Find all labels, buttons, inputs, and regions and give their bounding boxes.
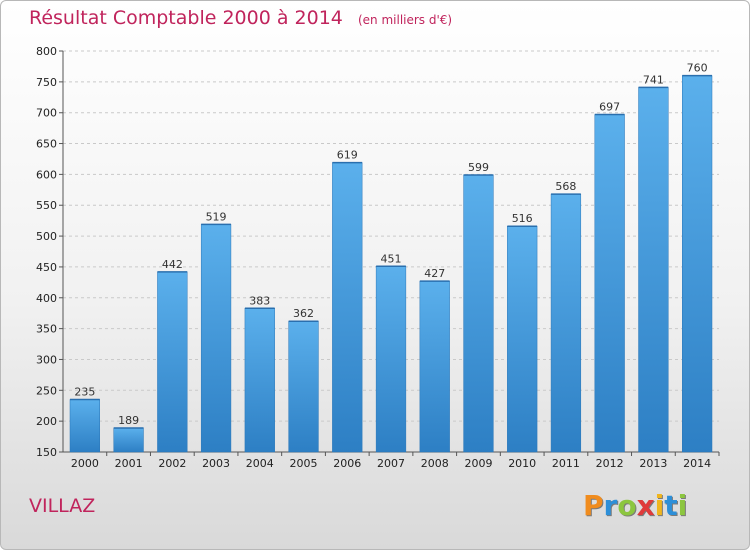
data-label-2009: 599 xyxy=(468,161,489,174)
chart-subtitle: (en milliers d'€) xyxy=(357,13,453,27)
x-tick-label-2003: 2003 xyxy=(202,457,230,470)
bar-2014 xyxy=(682,75,713,453)
y-tick-label: 700 xyxy=(36,107,57,120)
x-tick-label-2014: 2014 xyxy=(683,457,711,470)
bar-2002 xyxy=(157,271,188,453)
bar-2005 xyxy=(288,320,319,453)
y-tick-label: 550 xyxy=(36,199,57,212)
data-label-2001: 189 xyxy=(118,414,139,427)
title-row: Résultat Comptable 2000 à 2014 (en milli… xyxy=(29,7,452,29)
x-tick-label-2000: 2000 xyxy=(71,457,99,470)
logo-letter: r xyxy=(603,489,618,522)
chart-title: Résultat Comptable 2000 à 2014 xyxy=(29,7,343,29)
data-label-2000: 235 xyxy=(74,386,95,399)
x-tick-label-2010: 2010 xyxy=(508,457,536,470)
x-tick-label-2009: 2009 xyxy=(464,457,492,470)
axes: 150 200 250 300 350 400 450 500 550 600 650 700 750 8… xyxy=(36,45,720,470)
data-label-2004: 383 xyxy=(249,294,270,307)
y-tick-label: 350 xyxy=(36,323,57,336)
bar-2008 xyxy=(419,280,450,453)
bar-2009 xyxy=(463,174,494,453)
bar-2003 xyxy=(200,224,232,453)
bar-2000 xyxy=(69,399,100,453)
x-tick-label-2006: 2006 xyxy=(333,457,361,470)
data-label-2011: 568 xyxy=(555,180,576,193)
bar-2007 xyxy=(375,266,407,453)
bar-2012 xyxy=(594,114,625,453)
y-tick-label: 200 xyxy=(36,415,57,428)
logo-letter: x xyxy=(636,489,655,522)
x-tick-label-2001: 2001 xyxy=(115,457,143,470)
y-tick-label: 600 xyxy=(36,168,57,181)
y-tick-label: 650 xyxy=(36,138,57,151)
y-tick-label: 750 xyxy=(36,76,57,89)
data-label-2003: 519 xyxy=(206,210,227,223)
y-tick-label: 500 xyxy=(36,230,57,243)
logo-letter: o xyxy=(617,489,637,522)
x-tick-label-2008: 2008 xyxy=(421,457,449,470)
bar-labels: 235 189 442 519 383 362 619 451 427 599 516 568 697 7… xyxy=(74,62,707,427)
x-tick-label-2007: 2007 xyxy=(377,457,405,470)
y-tick-label: 800 xyxy=(36,45,57,58)
y-tick-label: 300 xyxy=(36,353,57,366)
data-label-2010: 516 xyxy=(512,212,533,225)
x-tick-label-2005: 2005 xyxy=(290,457,318,470)
commune-name: VILLAZ xyxy=(29,495,96,517)
bar-2001 xyxy=(113,427,144,453)
proxiti-logo: Proxiti xyxy=(583,489,687,522)
bar-2013 xyxy=(638,87,669,453)
bars xyxy=(69,74,713,453)
logo-letter: P xyxy=(583,489,604,522)
y-tick-label: 450 xyxy=(36,261,57,274)
data-label-2013: 741 xyxy=(643,73,664,86)
data-label-2007: 451 xyxy=(381,252,402,265)
data-label-2012: 697 xyxy=(599,101,620,114)
y-tick-label: 250 xyxy=(36,384,57,397)
data-label-2008: 427 xyxy=(424,267,445,280)
x-tick-label-2013: 2013 xyxy=(639,457,667,470)
logo-letter: i xyxy=(677,489,688,522)
x-tick-label-2002: 2002 xyxy=(158,457,186,470)
data-label-2014: 760 xyxy=(687,62,708,75)
data-label-2006: 619 xyxy=(337,149,358,162)
x-tick-label-2004: 2004 xyxy=(246,457,274,470)
x-tick-label-2011: 2011 xyxy=(552,457,580,470)
bar-2011 xyxy=(550,193,582,453)
bar-2004 xyxy=(244,308,275,453)
x-tick-label-2012: 2012 xyxy=(596,457,624,470)
y-tick-label: 400 xyxy=(36,292,57,305)
data-label-2002: 442 xyxy=(162,258,183,271)
logo-letter: t xyxy=(664,489,678,522)
data-label-2005: 362 xyxy=(293,307,314,320)
bar-2010 xyxy=(507,225,538,453)
bar-2006 xyxy=(332,162,363,453)
y-tick-label: 150 xyxy=(36,446,57,459)
logo-letter: i xyxy=(654,489,665,522)
